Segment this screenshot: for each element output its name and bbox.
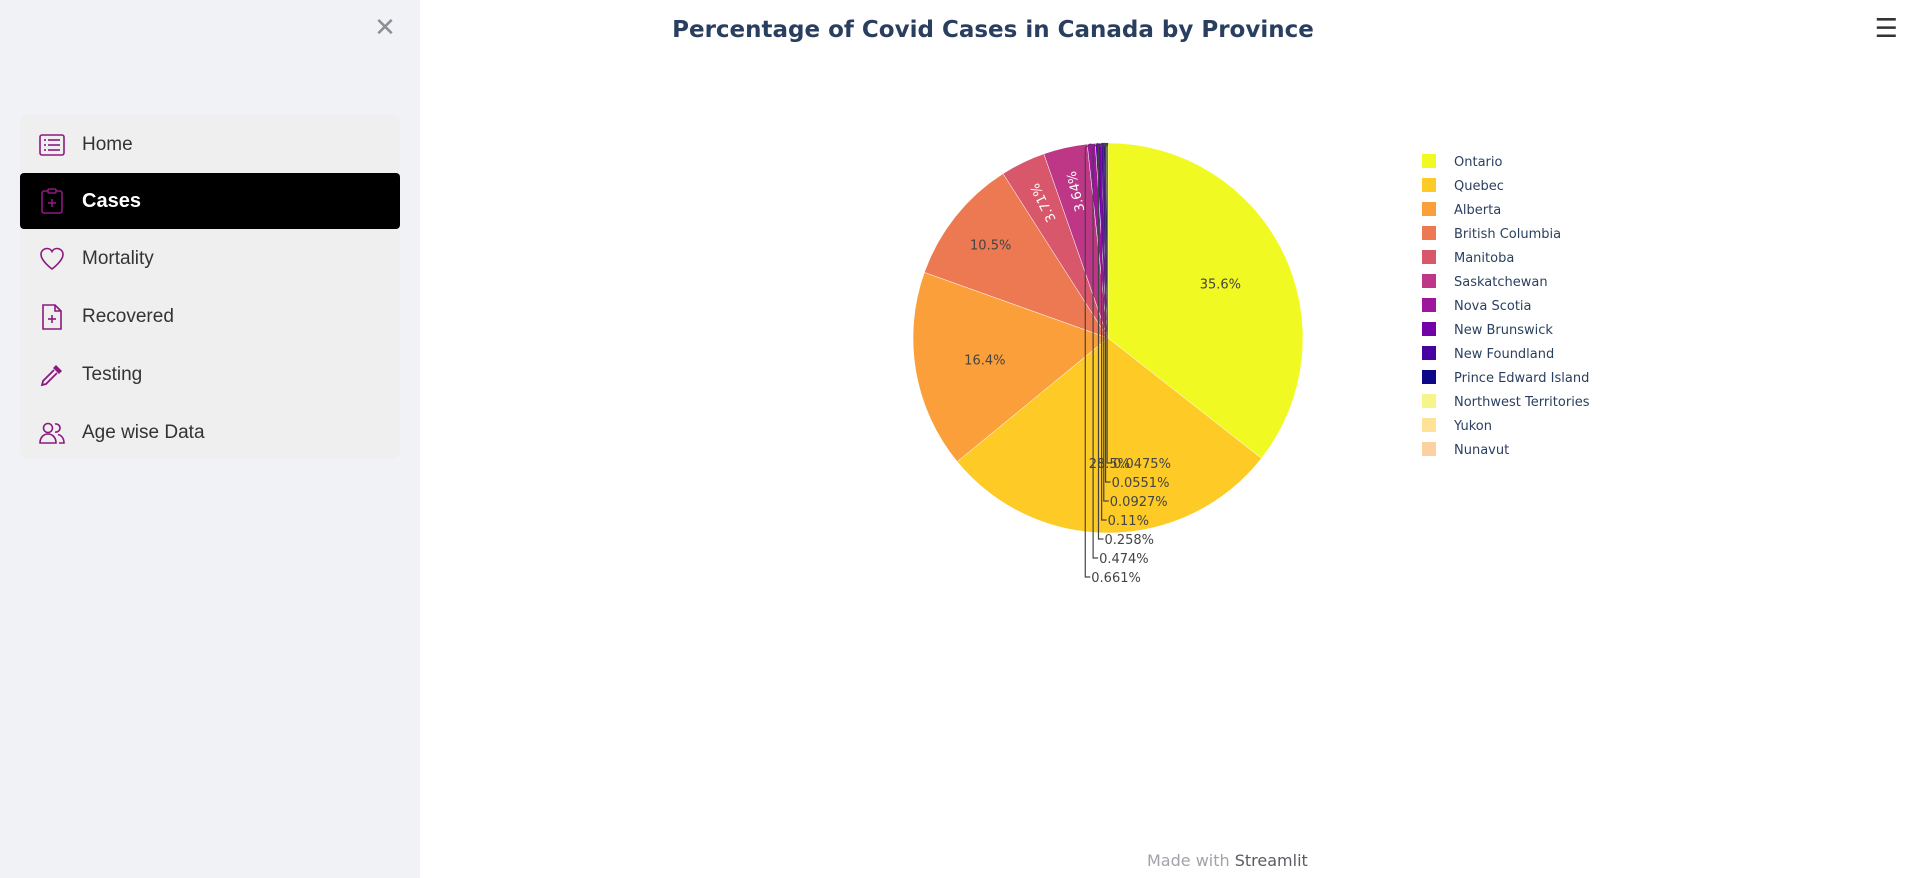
legend-swatch [1422, 202, 1436, 216]
nav-item-recovered[interactable]: Recovered [20, 289, 400, 345]
footer: Made with Streamlit [1147, 851, 1308, 870]
legend-swatch [1422, 250, 1436, 264]
legend-label: Northwest Territories [1454, 395, 1590, 410]
legend-item-saskatchewan[interactable]: Saskatchewan [1422, 274, 1548, 290]
legend-item-yukon[interactable]: Yukon [1422, 418, 1492, 434]
legend-label: New Foundland [1454, 347, 1554, 362]
pie-leader-line [1101, 142, 1107, 521]
legend-label: Nunavut [1454, 443, 1509, 458]
legend-item-british-columbia[interactable]: British Columbia [1422, 226, 1561, 242]
pie-slice-label: 0.258% [1104, 533, 1154, 548]
legend-item-ontario[interactable]: Ontario [1422, 154, 1502, 170]
nav-item-mortality[interactable]: Mortality [20, 231, 400, 287]
footer-prefix: Made with [1147, 851, 1235, 870]
pie-leader-line [1097, 142, 1104, 540]
pie-slice-label: 10.5% [970, 239, 1011, 254]
pie-leader-line [1103, 142, 1109, 502]
pie-slice-nunavut[interactable] [1107, 143, 1108, 338]
legend-label: Ontario [1454, 155, 1502, 170]
nav-item-label: Cases [82, 189, 141, 212]
pie-slice-quebec[interactable] [956, 337, 1262, 534]
legend-swatch [1422, 226, 1436, 240]
pie-slice-label: 0.661% [1091, 571, 1141, 586]
legend-item-manitoba[interactable]: Manitoba [1422, 250, 1514, 266]
list-icon [38, 131, 66, 159]
nav-item-home[interactable]: Home [20, 117, 400, 173]
legend-item-nova-scotia[interactable]: Nova Scotia [1422, 298, 1532, 314]
legend-item-new-foundland[interactable]: New Foundland [1422, 346, 1554, 362]
legend-swatch [1422, 274, 1436, 288]
nav-item-label: Testing [82, 364, 143, 385]
legend-item-new-brunswick[interactable]: New Brunswick [1422, 322, 1553, 338]
chart-title: Percentage of Covid Cases in Canada by P… [672, 17, 1314, 43]
heart-icon [38, 245, 66, 273]
pie-leader-line [1092, 142, 1099, 559]
eyedropper-icon [38, 361, 66, 389]
pie-slice-label: 0.0927% [1110, 495, 1168, 510]
legend-item-alberta[interactable]: Alberta [1422, 202, 1501, 218]
main-content: ☰ Percentage of Covid Cases in Canada by… [420, 0, 1920, 878]
sidebar: ✕ Home Cases Mortality Recovered [0, 0, 420, 878]
nav-item-age-wise-data[interactable]: Age wise Data [20, 405, 400, 461]
pie-chart: Percentage of Covid Cases in Canada by P… [672, 17, 1590, 586]
legend-label: Nova Scotia [1454, 299, 1532, 314]
pie-leader-line [1106, 142, 1113, 464]
nav-menu: Home Cases Mortality Recovered Testing [20, 115, 400, 459]
pie-slice-ontario[interactable] [1107, 142, 1304, 459]
legend-label: Manitoba [1454, 251, 1514, 266]
pie-leader-line [1104, 142, 1111, 483]
streamlit-link[interactable]: Streamlit [1234, 851, 1308, 870]
pie-slice-label: 0.0475% [1113, 457, 1171, 472]
chart-legend: Ontario Quebec Alberta British Columbia Mani… [1422, 154, 1590, 458]
legend-item-northwest-territories[interactable]: Northwest Territories [1422, 394, 1590, 410]
pie-slice-british-columbia[interactable] [924, 173, 1109, 339]
pie-slice-alberta[interactable] [912, 272, 1109, 462]
nav-item-testing[interactable]: Testing [20, 347, 400, 403]
pie-slice-label: 0.11% [1108, 514, 1149, 529]
pie-leader-line [1084, 143, 1092, 578]
legend-swatch [1422, 346, 1436, 360]
nav-item-label: Home [82, 134, 133, 155]
nav-item-label: Age wise Data [82, 422, 205, 443]
clipboard-plus-icon [38, 187, 66, 215]
legend-swatch [1422, 370, 1436, 384]
pie-slice-label: 35.6% [1200, 277, 1241, 292]
pie-slice-label: 0.474% [1099, 552, 1149, 567]
legend-swatch [1422, 178, 1436, 192]
close-sidebar-icon[interactable]: ✕ [374, 13, 396, 43]
legend-swatch [1422, 322, 1436, 336]
legend-label: Yukon [1453, 419, 1492, 434]
legend-swatch [1422, 394, 1436, 408]
nav-item-label: Mortality [82, 248, 154, 269]
nav-item-cases[interactable]: Cases [20, 173, 400, 229]
nav-item-label: Recovered [82, 306, 174, 327]
hamburger-menu-icon[interactable]: ☰ [1874, 14, 1898, 44]
legend-label: New Brunswick [1454, 323, 1553, 338]
pie-slice-label: 16.4% [964, 353, 1005, 368]
legend-label: British Columbia [1454, 227, 1561, 242]
legend-label: Quebec [1454, 179, 1504, 194]
legend-label: Alberta [1454, 203, 1501, 218]
legend-item-prince-edward-island[interactable]: Prince Edward Island [1422, 370, 1589, 386]
pie-slice-new-foundland[interactable] [1101, 143, 1108, 338]
legend-swatch [1422, 298, 1436, 312]
file-plus-icon [38, 303, 66, 331]
legend-item-quebec[interactable]: Quebec [1422, 178, 1504, 194]
legend-label: Saskatchewan [1454, 275, 1548, 290]
pie-slice-label: 0.0551% [1112, 476, 1170, 491]
legend-swatch [1422, 418, 1436, 432]
people-icon [38, 419, 66, 447]
legend-label: Prince Edward Island [1454, 371, 1589, 386]
legend-item-nunavut[interactable]: Nunavut [1422, 442, 1509, 458]
legend-swatch [1422, 154, 1436, 168]
legend-swatch [1422, 442, 1436, 456]
